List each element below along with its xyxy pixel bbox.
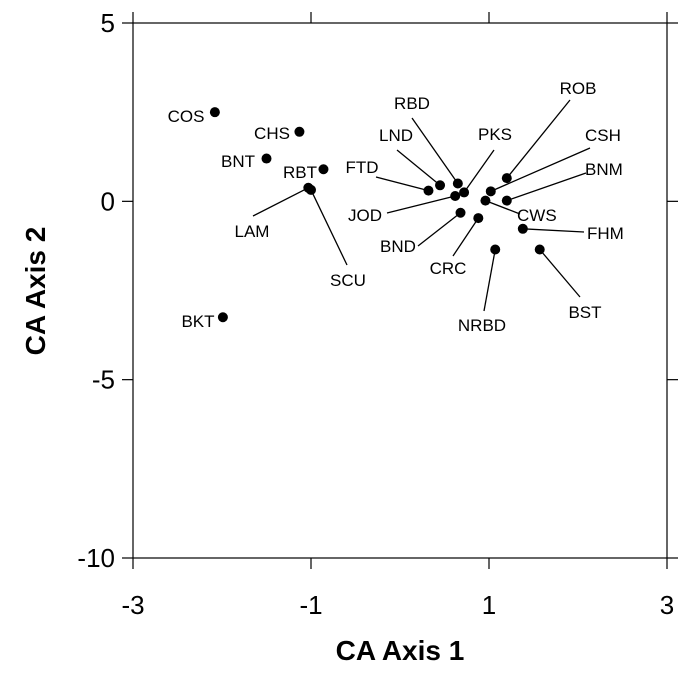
point-chs [294, 126, 305, 137]
connector-rbd [411, 117, 459, 184]
label-lam: LAM [235, 222, 270, 241]
connector-ftd [375, 176, 429, 192]
point-scu [306, 184, 316, 195]
connector-lam [252, 187, 309, 217]
label-nrbd: NRBD [458, 316, 506, 335]
label-connectors [252, 99, 591, 312]
point-jod [450, 190, 461, 201]
point-rbt [318, 164, 329, 175]
y-axis-title: CA Axis 2 [20, 227, 51, 356]
x-tick-label: 3 [660, 590, 674, 620]
label-ftd: FTD [345, 158, 378, 177]
connector-nrbd [483, 249, 496, 312]
x-tick-label: -3 [121, 590, 144, 620]
label-rbd: RBD [394, 94, 430, 113]
x-tick-label: -1 [299, 590, 322, 620]
plot-frame [132, 22, 668, 559]
point-bnt [261, 153, 272, 164]
connector-csh [490, 147, 591, 192]
point-pks [459, 187, 470, 198]
point-csh [485, 186, 496, 197]
connector-cws [485, 200, 521, 215]
point-nrbd [490, 244, 501, 255]
point-cws [480, 195, 491, 206]
connector-bnd [417, 212, 461, 247]
connector-jod [386, 195, 456, 214]
connector-fhm [522, 228, 585, 233]
point-bkt [217, 312, 228, 323]
point-ftd [423, 185, 434, 196]
connector-lnd [396, 149, 441, 186]
point-cos [209, 107, 220, 118]
connector-bnm [506, 172, 587, 202]
y-tick-label: 0 [101, 186, 115, 216]
label-lnd: LND [379, 126, 413, 145]
label-cos: COS [168, 107, 205, 126]
point-rbd [452, 178, 463, 189]
label-csh: CSH [585, 126, 621, 145]
x-axis-title: CA Axis 1 [336, 635, 465, 666]
label-crc: CRC [430, 259, 467, 278]
label-rbt: RBT [283, 163, 317, 182]
plot-border [132, 22, 668, 559]
connector-crc [452, 217, 479, 257]
point-bnm [501, 195, 512, 206]
y-tick-label: -5 [92, 365, 115, 395]
connector-bst [539, 249, 581, 298]
label-rob: ROB [560, 79, 597, 98]
label-bkt: BKT [181, 312, 214, 331]
label-bst: BST [568, 303, 601, 322]
label-bnd: BND [380, 237, 416, 256]
axis-ticks: -3 -1 1 3 5 0 -5 -10 [77, 8, 678, 620]
data-points [209, 107, 545, 323]
connector-rob [506, 99, 571, 179]
point-lnd [435, 180, 446, 191]
label-bnm: BNM [585, 160, 623, 179]
label-pks: PKS [478, 125, 512, 144]
point-bnd [455, 207, 466, 218]
point-bst [534, 244, 545, 255]
label-chs: CHS [254, 124, 290, 143]
point-fhm [517, 223, 528, 234]
connector-pks [463, 149, 495, 193]
y-tick-label: -10 [77, 543, 115, 573]
label-cws: CWS [517, 206, 557, 225]
connector-scu [310, 189, 348, 266]
y-tick-label: 5 [101, 8, 115, 38]
label-jod: JOD [348, 206, 382, 225]
point-crc [473, 213, 484, 224]
label-fhm: FHM [587, 224, 624, 243]
point-rob [501, 173, 512, 184]
label-scu: SCU [330, 271, 366, 290]
x-tick-label: 1 [482, 590, 496, 620]
label-bnt: BNT [221, 152, 255, 171]
